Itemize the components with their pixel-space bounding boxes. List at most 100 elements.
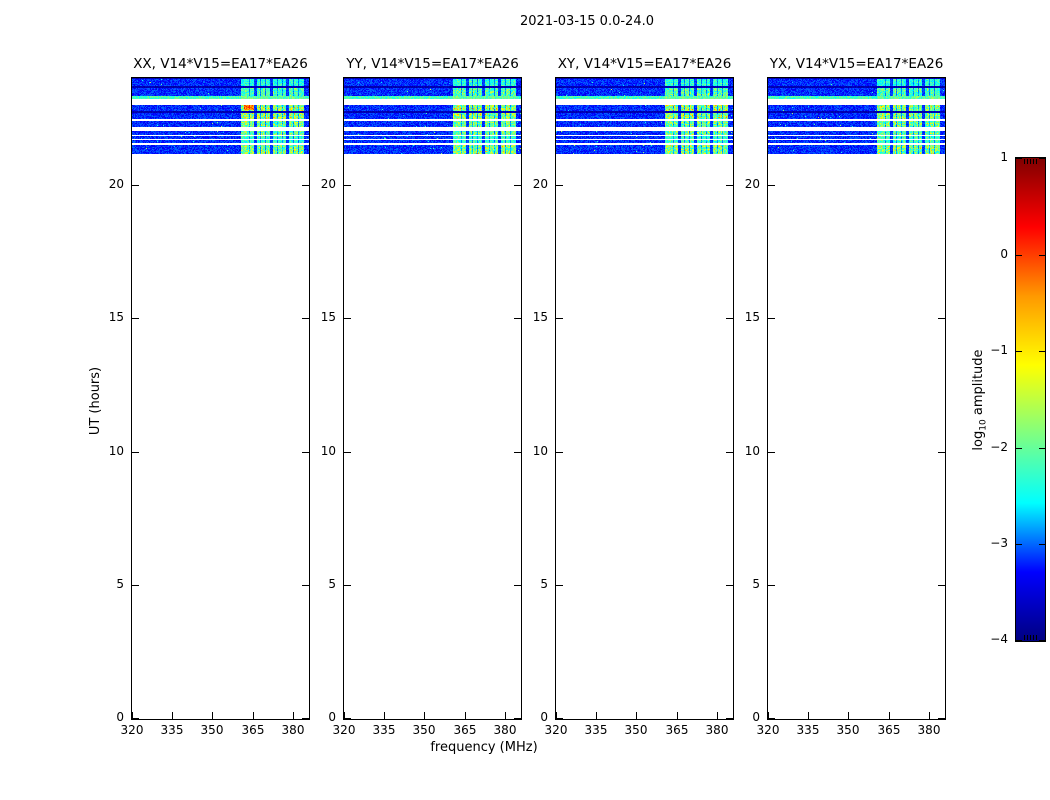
y-tick-left bbox=[344, 452, 351, 453]
colorbar-tick-left bbox=[1016, 255, 1022, 256]
x-tick bbox=[132, 712, 133, 719]
x-tick-label: 380 bbox=[705, 723, 729, 737]
y-tick-left bbox=[768, 585, 775, 586]
y-tick-left bbox=[132, 185, 139, 186]
colorbar-end-hatch bbox=[1027, 159, 1028, 164]
y-tick-right bbox=[938, 585, 945, 586]
y-axis-label: UT (hours) bbox=[88, 366, 103, 436]
y-tick-label: 10 bbox=[320, 444, 336, 458]
y-tick-left bbox=[556, 318, 563, 319]
y-tick-right bbox=[302, 585, 309, 586]
y-tick-left bbox=[556, 718, 563, 719]
y-tick-label: 20 bbox=[320, 177, 336, 191]
panel-title-yx: YX, V14*V15=EA17*EA26 bbox=[769, 56, 944, 72]
colorbar-tick-left bbox=[1016, 448, 1022, 449]
x-tick-label: 350 bbox=[412, 723, 436, 737]
y-tick-label: 5 bbox=[752, 577, 760, 591]
y-tick-label: 0 bbox=[328, 710, 336, 724]
y-tick-label: 20 bbox=[744, 177, 760, 191]
y-tick-left bbox=[344, 318, 351, 319]
y-tick-left bbox=[132, 318, 139, 319]
y-tick-left bbox=[132, 585, 139, 586]
colorbar-end-hatch bbox=[1033, 635, 1034, 640]
x-tick bbox=[596, 712, 597, 719]
panel-xy bbox=[555, 77, 734, 720]
colorbar-end-hatch bbox=[1036, 159, 1037, 164]
colorbar-tick-label: −3 bbox=[990, 536, 1008, 550]
colorbar-end-hatch bbox=[1024, 159, 1025, 164]
y-tick-label: 10 bbox=[744, 444, 760, 458]
colorbar-tick-right bbox=[1039, 351, 1045, 352]
y-tick-right bbox=[938, 452, 945, 453]
x-tick bbox=[172, 712, 173, 719]
colorbar-tick-label: 0 bbox=[1000, 247, 1008, 261]
y-tick-left bbox=[556, 452, 563, 453]
colorbar-label: log10 amplitude bbox=[971, 349, 989, 451]
y-tick-label: 0 bbox=[116, 710, 124, 724]
colorbar-end-hatch bbox=[1030, 159, 1031, 164]
panel-title-yy: YY, V14*V15=EA17*EA26 bbox=[346, 56, 519, 72]
y-tick-right bbox=[514, 185, 521, 186]
x-tick bbox=[556, 712, 557, 719]
x-tick bbox=[768, 712, 769, 719]
y-tick-label: 0 bbox=[540, 710, 548, 724]
colorbar bbox=[1015, 157, 1046, 642]
x-tick-label: 350 bbox=[836, 723, 860, 737]
x-tick-label: 320 bbox=[544, 723, 568, 737]
y-tick-label: 15 bbox=[320, 310, 336, 324]
panel-yy bbox=[343, 77, 522, 720]
colorbar-tick-label: −1 bbox=[990, 343, 1008, 357]
y-tick-label: 15 bbox=[108, 310, 124, 324]
x-tick-label: 365 bbox=[877, 723, 901, 737]
x-tick-label: 350 bbox=[200, 723, 224, 737]
x-tick bbox=[717, 712, 718, 719]
y-tick-right bbox=[726, 185, 733, 186]
y-tick-label: 15 bbox=[744, 310, 760, 324]
y-tick-label: 20 bbox=[108, 177, 124, 191]
colorbar-tick-left bbox=[1016, 351, 1022, 352]
x-tick bbox=[344, 712, 345, 719]
colorbar-end-hatch bbox=[1024, 635, 1025, 640]
colorbar-tick-label: 1 bbox=[1000, 150, 1008, 164]
colorbar-end-hatch bbox=[1030, 635, 1031, 640]
y-tick-left bbox=[768, 452, 775, 453]
y-tick-left bbox=[132, 452, 139, 453]
x-tick bbox=[424, 712, 425, 719]
y-tick-right bbox=[726, 718, 733, 719]
x-axis-label: frequency (MHz) bbox=[430, 740, 538, 755]
y-tick-right bbox=[938, 185, 945, 186]
y-tick-right bbox=[302, 318, 309, 319]
y-tick-right bbox=[514, 585, 521, 586]
x-tick bbox=[808, 712, 809, 719]
x-tick-label: 335 bbox=[372, 723, 396, 737]
colorbar-tick-right bbox=[1039, 544, 1045, 545]
y-tick-label: 20 bbox=[532, 177, 548, 191]
spectrogram-canvas-yx bbox=[768, 78, 945, 719]
y-tick-right bbox=[938, 718, 945, 719]
panel-title-xy: XY, V14*V15=EA17*EA26 bbox=[557, 56, 732, 72]
x-tick-label: 380 bbox=[917, 723, 941, 737]
y-tick-left bbox=[768, 185, 775, 186]
colorbar-tick-label: −4 bbox=[990, 632, 1008, 646]
y-tick-left bbox=[768, 318, 775, 319]
panel-yx bbox=[767, 77, 946, 720]
x-tick-label: 365 bbox=[241, 723, 265, 737]
colorbar-end-hatch bbox=[1027, 635, 1028, 640]
y-tick-right bbox=[938, 318, 945, 319]
figure-title: 2021-03-15 0.0-24.0 bbox=[520, 14, 654, 29]
panel-title-xx: XX, V14*V15=EA17*EA26 bbox=[133, 56, 308, 72]
y-tick-label: 5 bbox=[540, 577, 548, 591]
colorbar-end-hatch bbox=[1033, 159, 1034, 164]
spectrogram-canvas-xx bbox=[132, 78, 309, 719]
x-tick-label: 335 bbox=[796, 723, 820, 737]
y-tick-right bbox=[726, 585, 733, 586]
x-tick bbox=[212, 712, 213, 719]
colorbar-tick-right bbox=[1039, 640, 1045, 641]
y-tick-label: 10 bbox=[532, 444, 548, 458]
y-tick-left bbox=[132, 718, 139, 719]
y-tick-left bbox=[344, 718, 351, 719]
x-tick-label: 320 bbox=[332, 723, 356, 737]
x-tick-label: 335 bbox=[160, 723, 184, 737]
colorbar-tick-left bbox=[1016, 158, 1022, 159]
